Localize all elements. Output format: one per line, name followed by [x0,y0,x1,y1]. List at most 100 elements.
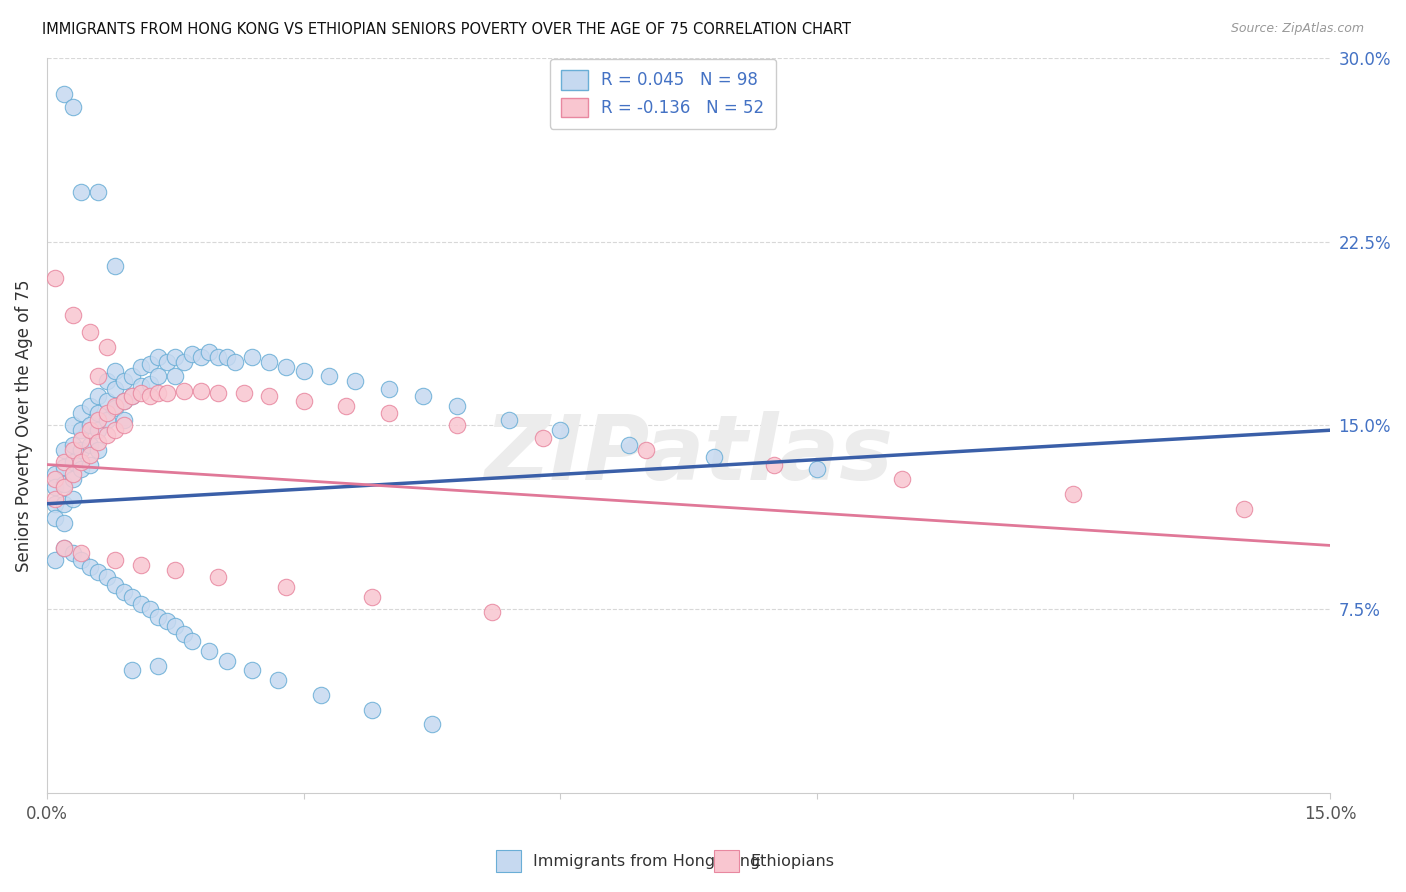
Point [62,100,84,114]
Point [129,558,152,572]
Point [62,438,84,452]
Point [70,406,93,420]
Point [207,570,229,584]
Point [1062,487,1084,501]
Point [121,369,143,384]
Point [173,626,195,640]
Point [121,389,143,403]
Point [361,703,384,717]
Point [79,325,101,339]
Point [121,389,143,403]
Point [498,413,520,427]
Point [96,413,118,427]
Point [53,477,76,491]
Point [232,386,254,401]
Point [240,350,263,364]
Point [112,393,135,408]
Point [96,340,118,354]
Legend: R = 0.045   N = 98, R = -0.136   N = 52: R = 0.045 N = 98, R = -0.136 N = 52 [550,59,776,128]
Point [79,438,101,452]
Point [79,448,101,462]
Point [104,553,127,567]
Point [309,688,332,702]
Point [70,553,93,567]
Point [53,497,76,511]
Point [70,455,93,469]
Point [96,428,118,442]
Point [703,450,725,465]
Point [44,491,66,506]
Point [318,369,340,384]
Point [96,570,118,584]
Point [53,480,76,494]
Point [181,634,204,648]
Point [96,393,118,408]
Point [104,382,127,396]
Point [62,308,84,322]
Point [53,516,76,531]
Point [44,480,66,494]
Point [70,546,93,560]
Point [181,347,204,361]
Point [240,664,263,678]
Point [276,580,298,594]
Point [190,350,212,364]
Point [548,423,571,437]
Point [62,442,84,457]
Point [207,350,229,364]
Point [44,511,66,525]
Point [87,369,110,384]
Point [129,386,152,401]
Point [259,389,281,403]
Point [62,546,84,560]
Point [446,399,468,413]
Point [146,609,169,624]
Point [62,491,84,506]
Point [138,357,160,371]
Point [165,350,187,364]
Point [481,605,503,619]
Point [79,458,101,472]
Point [156,354,179,368]
Point [420,717,443,731]
Point [112,374,135,388]
Point [378,382,401,396]
Point [79,423,101,437]
Text: Ethiopians: Ethiopians [751,854,835,869]
Point [96,374,118,388]
Point [112,413,135,427]
Text: ZIPatlas: ZIPatlas [484,410,893,499]
Point [446,418,468,433]
Point [891,472,914,486]
Point [96,406,118,420]
Point [112,393,135,408]
Point [87,389,110,403]
Point [215,350,238,364]
Point [267,673,290,688]
Point [763,458,786,472]
Point [44,271,66,285]
Point [165,369,187,384]
Point [87,413,110,427]
Point [146,658,169,673]
Point [531,431,554,445]
Point [198,644,221,658]
Point [87,435,110,450]
Point [378,406,401,420]
Point [138,376,160,391]
Point [224,354,246,368]
Point [112,585,135,599]
Point [292,364,315,378]
Point [173,384,195,398]
Point [165,619,187,633]
Point [53,541,76,555]
Point [87,423,110,437]
Point [70,462,93,476]
Point [215,654,238,668]
Point [44,467,66,482]
Point [53,442,76,457]
Point [129,597,152,611]
Point [79,560,101,574]
Point [207,386,229,401]
Point [87,186,110,200]
